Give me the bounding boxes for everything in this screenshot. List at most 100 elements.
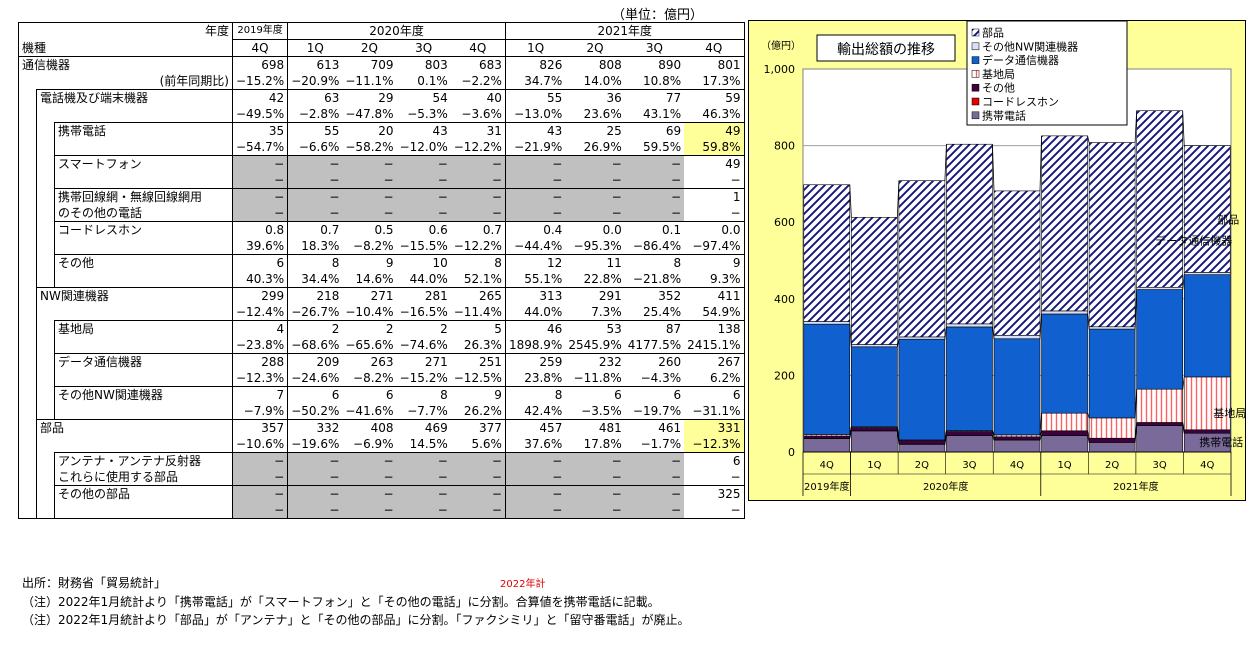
value-cell: 281 bbox=[396, 287, 451, 304]
bar-segment bbox=[1041, 435, 1088, 453]
indent-cell bbox=[36, 122, 55, 139]
series-connector bbox=[992, 435, 995, 441]
yoy-cell: −13.0% bbox=[514, 107, 563, 121]
indent-cell bbox=[18, 172, 37, 189]
value-cell: 313 bbox=[505, 287, 566, 304]
table-row: その他NW関連機器 7 6 6 8 9 8 6 6 6 bbox=[18, 386, 745, 403]
value-cell: 288 bbox=[231, 353, 289, 370]
value-cell: 481 bbox=[565, 419, 625, 436]
row-label: その他 bbox=[54, 254, 233, 271]
value-cell: 265 bbox=[450, 287, 506, 304]
series-connector bbox=[896, 427, 900, 441]
value-cell: 332 bbox=[287, 419, 343, 436]
value-cell: 2 bbox=[396, 320, 451, 337]
yoy-cell: 26.9% bbox=[583, 140, 622, 154]
value-cell: 46 bbox=[505, 320, 566, 337]
yoy-cell: − bbox=[342, 469, 397, 486]
series-connector bbox=[896, 339, 900, 347]
yoy-cell: − bbox=[565, 469, 625, 486]
indent-cell bbox=[18, 436, 37, 453]
yoy-cell: − bbox=[565, 172, 625, 189]
yoy-cell: − bbox=[231, 172, 289, 189]
yoy-cell: −3.6% bbox=[450, 106, 506, 123]
y-tick-label: 400 bbox=[774, 293, 795, 306]
export-chart: 0 200 400 600 800 1,000 （億円） 輸出総額の推移 4Q 1Q 2Q 3Q 4Q 1… bbox=[761, 20, 1246, 496]
indent-cell bbox=[18, 419, 37, 436]
indent-cell bbox=[36, 353, 55, 370]
indent-cell bbox=[18, 370, 37, 387]
quarter-header: 1Q bbox=[505, 39, 566, 57]
legend-swatch bbox=[971, 56, 980, 64]
yoy-cell: 14.0% bbox=[583, 74, 622, 88]
year-header: 2020年度 bbox=[287, 22, 506, 40]
value-cell: 10 bbox=[396, 254, 451, 271]
yoy-cell: −49.5% bbox=[231, 106, 289, 123]
yoy-cell: − bbox=[684, 469, 745, 486]
indent-cell bbox=[18, 320, 37, 337]
value-cell: 411 bbox=[684, 287, 745, 304]
unit-label: （単位：億円） bbox=[612, 8, 704, 23]
series-connector bbox=[1039, 413, 1042, 435]
quarter-header: 3Q bbox=[624, 39, 685, 57]
yoy-cell: 34.7% bbox=[524, 74, 563, 88]
chart-title-box bbox=[816, 34, 956, 62]
value-cell: − bbox=[450, 188, 506, 205]
yoy-cell: −97.4% bbox=[684, 238, 745, 255]
series-connector-total bbox=[896, 180, 900, 218]
value-cell: 49 bbox=[684, 155, 745, 172]
value-cell: 55 bbox=[287, 122, 343, 139]
value-cell: 0.5 bbox=[342, 221, 397, 238]
series-connector bbox=[1087, 430, 1090, 439]
yoy-cell: − bbox=[624, 469, 685, 486]
yoy-cell: −15.2% bbox=[399, 371, 448, 385]
value-cell: 260 bbox=[624, 353, 685, 370]
indent-cell bbox=[36, 188, 55, 205]
value-cell: − bbox=[624, 485, 685, 502]
yoy-cell: −2.8% bbox=[298, 107, 340, 121]
yoy-cell: −31.1% bbox=[684, 403, 745, 420]
indent-cell bbox=[18, 386, 37, 403]
value-cell: − bbox=[624, 155, 685, 172]
yoy-cell: 2545.9% bbox=[568, 338, 622, 352]
value-cell: − bbox=[565, 155, 625, 172]
quarter-header: 2Q bbox=[565, 39, 625, 57]
row-label bbox=[54, 337, 233, 354]
yoy-cell: 55.1% bbox=[524, 272, 563, 286]
value-cell: 11 bbox=[565, 254, 625, 271]
yoy-cell: 46.3% bbox=[684, 106, 745, 123]
value-cell: 8 bbox=[624, 254, 685, 271]
series-connector-total bbox=[849, 184, 852, 218]
row-label bbox=[54, 403, 233, 420]
indent-cell bbox=[36, 254, 55, 271]
yoy-cell: − bbox=[231, 469, 289, 486]
yoy-cell: 54.9% bbox=[684, 304, 745, 321]
value-cell: 6 bbox=[684, 452, 745, 469]
series-connector bbox=[944, 326, 947, 340]
yoy-cell: −15.2% bbox=[231, 73, 289, 90]
yoy-cell: − bbox=[287, 205, 343, 222]
row-label bbox=[54, 271, 233, 288]
row-label bbox=[36, 304, 233, 321]
yoy-cell: −2.2% bbox=[450, 73, 506, 90]
value-cell: 613 bbox=[287, 56, 343, 73]
table-row: 40.3% 34.4% 14.6% 44.0% 52.1% 55.1% 22.8% −21.8… bbox=[18, 271, 745, 288]
value-cell: − bbox=[624, 452, 685, 469]
yoy-cell: −74.6% bbox=[399, 338, 448, 352]
value-cell: 54 bbox=[396, 89, 451, 106]
series-connector bbox=[1087, 435, 1090, 443]
bar-segment bbox=[1183, 274, 1231, 378]
y-tick-label: 0 bbox=[788, 446, 795, 459]
yoy-cell: 18.3% bbox=[301, 239, 340, 253]
value-cell: 0.0 bbox=[684, 221, 745, 238]
yoy-cell: −21.8% bbox=[632, 272, 682, 286]
value-cell: 0.7 bbox=[450, 221, 506, 238]
row-label bbox=[54, 370, 233, 387]
value-cell: 469 bbox=[396, 419, 451, 436]
x-tick-label: 4Q bbox=[1200, 460, 1214, 471]
indent-cell bbox=[36, 271, 55, 288]
yoy-cell: − bbox=[396, 205, 451, 222]
indent-cell bbox=[18, 337, 37, 354]
indent-cell bbox=[18, 254, 37, 271]
yoy-cell: 4177.5% bbox=[627, 338, 682, 352]
bar-segment bbox=[851, 344, 898, 348]
